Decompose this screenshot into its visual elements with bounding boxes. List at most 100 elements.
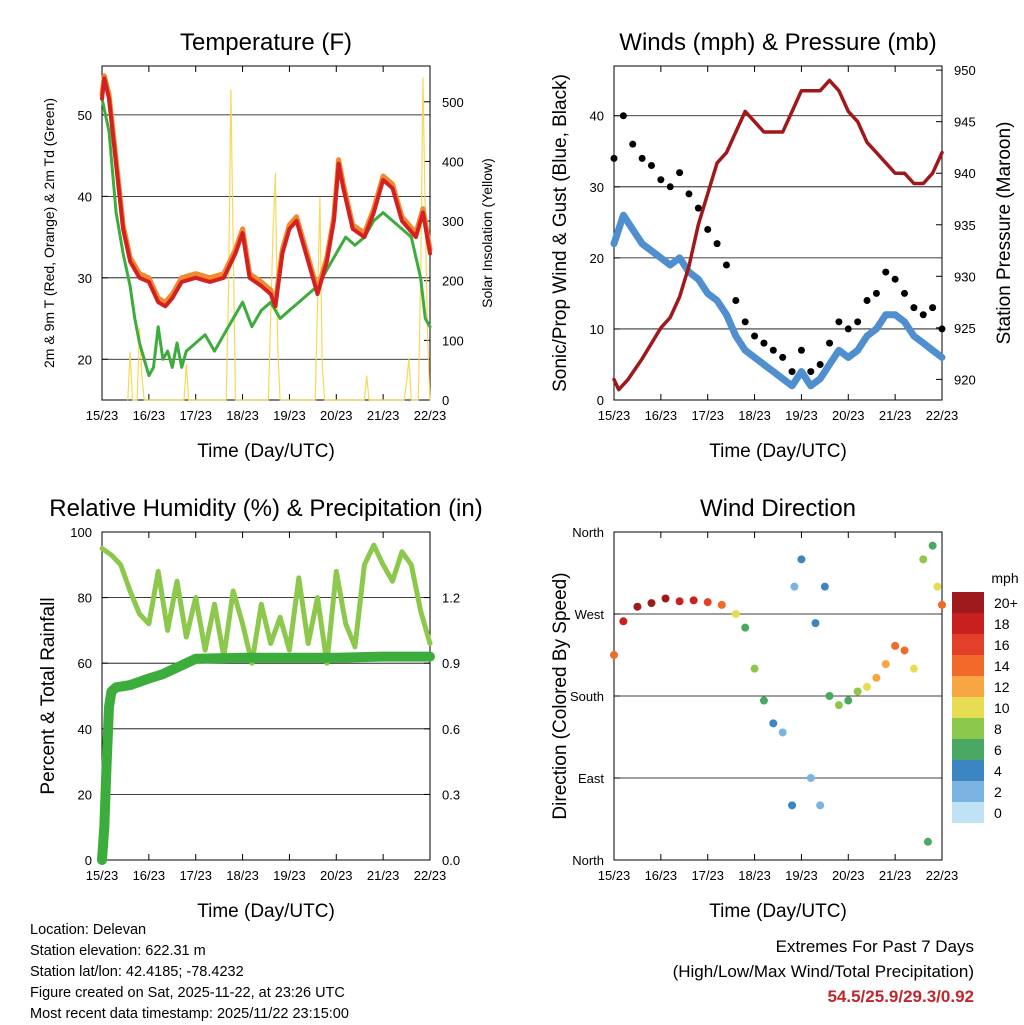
panel1-right-tick-label: 0 <box>442 393 449 408</box>
panel1-right-tick-label: 100 <box>442 333 464 348</box>
direction-point <box>717 600 726 609</box>
panel2-y-tick-label: 0 <box>597 393 604 408</box>
panel1-right-tick-label: 400 <box>442 154 464 169</box>
panel4-x-tick-label: 19/23 <box>785 868 818 883</box>
panel4-x-tick-label: 20/23 <box>832 868 865 883</box>
direction-point <box>675 597 684 606</box>
panel3-y-tick-label: 80 <box>78 591 92 606</box>
direction-point <box>619 617 628 626</box>
panel2-right-axis-label: Station Pressure (Maroon) <box>994 122 1015 345</box>
gust-point <box>769 346 777 354</box>
panel2-y-tick-label: 40 <box>590 109 604 124</box>
legend-label: 8 <box>994 721 1002 737</box>
panel1-right-tick-label: 200 <box>442 274 464 289</box>
panel2-x-axis-label: Time (Day/UTC) <box>709 441 847 462</box>
panel1-y-tick-label: 20 <box>78 352 92 367</box>
panel2-x-tick-label: 17/23 <box>691 408 724 423</box>
panel1-right-axis-label: Solar Insolation (Yellow) <box>479 158 495 308</box>
direction-point <box>938 600 946 609</box>
panel2-title: Winds (mph) & Pressure (mb) <box>619 29 936 56</box>
direction-point <box>759 696 768 705</box>
panel3-plot-frame <box>101 531 431 861</box>
panel4-x-tick-label: 21/23 <box>879 868 912 883</box>
direction-point <box>834 701 843 710</box>
panel3-right-tick-label: 1.2 <box>442 591 460 606</box>
legend-label: 14 <box>994 658 1010 674</box>
direction-point <box>900 646 909 655</box>
panel2-x-tick-label: 15/23 <box>598 408 631 423</box>
gust-point <box>938 325 946 333</box>
panel1-y-tick-label: 40 <box>78 189 92 204</box>
panel3-x-tick-label: 18/23 <box>226 868 259 883</box>
figure-created: Figure created on Sat, 2025-11-22, at 23… <box>30 985 345 1001</box>
legend-swatch <box>952 676 984 697</box>
panel4-y-tick-label: West <box>575 607 605 622</box>
panel2-right-tick-label: 935 <box>954 218 976 233</box>
panel3-x-tick-label: 20/23 <box>320 868 353 883</box>
panel4-x-tick-label: 18/23 <box>738 868 771 883</box>
gust-point <box>647 161 655 169</box>
station-pressure-line <box>612 78 944 392</box>
gust-point <box>929 304 937 312</box>
direction-point <box>769 719 778 728</box>
gust-point <box>779 353 787 361</box>
direction-point <box>933 582 942 591</box>
panel1-y-axis-label: 2m & 9m T (Red, Orange) & 2m Td (Green) <box>41 98 57 368</box>
panel3-x-tick-label: 21/23 <box>367 868 400 883</box>
panel3-right-tick-label: 0.9 <box>442 656 460 671</box>
legend-label: 10 <box>994 700 1010 716</box>
panel3-right-tick-label: 0.3 <box>442 787 460 802</box>
gust-point <box>685 190 693 198</box>
panel1-y-tick-label: 50 <box>78 108 92 123</box>
panel2-right-tick-label: 925 <box>954 321 976 336</box>
gust-point <box>788 368 796 376</box>
direction-point <box>610 651 618 659</box>
panel4-y-axis-label: Direction (Colored By Speed) <box>550 572 571 819</box>
panel3-x-tick-label: 22/23 <box>414 868 447 883</box>
gust-point <box>835 318 843 326</box>
panel3-x-tick-label: 17/23 <box>179 868 212 883</box>
direction-point <box>806 774 815 782</box>
direction-point <box>788 801 797 810</box>
panel1-x-axis-label: Time (Day/UTC) <box>197 441 335 462</box>
direction-point <box>741 623 750 632</box>
gust-point <box>844 325 852 333</box>
precipitation-line <box>97 651 435 865</box>
extremes-title: Extremes For Past 7 Days <box>775 937 974 956</box>
solar-insolation-line <box>127 77 431 401</box>
gust-point <box>732 297 740 305</box>
direction-point <box>750 664 759 673</box>
legend-swatch <box>952 739 984 760</box>
gust-point <box>760 339 768 347</box>
legend-swatch <box>952 592 984 613</box>
panel4-y-tick-label: South <box>570 689 604 704</box>
station-latlon: Station lat/lon: 42.4185; -78.4232 <box>30 964 244 980</box>
panel1-right-tick-label: 300 <box>442 214 464 229</box>
legend-swatch <box>952 655 984 676</box>
panel1-x-tick-label: 21/23 <box>367 408 400 423</box>
panel3-x-axis-label: Time (Day/UTC) <box>197 901 335 922</box>
legend-label: 12 <box>994 679 1010 695</box>
panel1-x-tick-label: 19/23 <box>273 408 306 423</box>
panel3-y-tick-label: 40 <box>78 722 92 737</box>
direction-point <box>909 664 918 673</box>
panel3-y-axis-label: Percent & Total Rainfall <box>38 597 59 794</box>
legend-label: 16 <box>994 637 1010 653</box>
panel2-x-tick-label: 20/23 <box>832 408 865 423</box>
gust-point <box>666 183 674 191</box>
panel1-title: Temperature (F) <box>180 29 352 56</box>
legend-swatch <box>952 634 984 655</box>
legend-swatch <box>952 760 984 781</box>
panel1-right-tick-label: 500 <box>442 95 464 110</box>
panel2-right-tick-label: 940 <box>954 166 976 181</box>
panel1-x-tick-label: 17/23 <box>179 408 212 423</box>
gust-point <box>713 240 721 248</box>
direction-point <box>790 582 799 591</box>
gust-point <box>741 318 749 326</box>
direction-point <box>923 837 932 846</box>
gust-point <box>797 346 805 354</box>
direction-point <box>703 598 712 607</box>
direction-point <box>633 602 642 611</box>
legend-swatch <box>952 718 984 739</box>
